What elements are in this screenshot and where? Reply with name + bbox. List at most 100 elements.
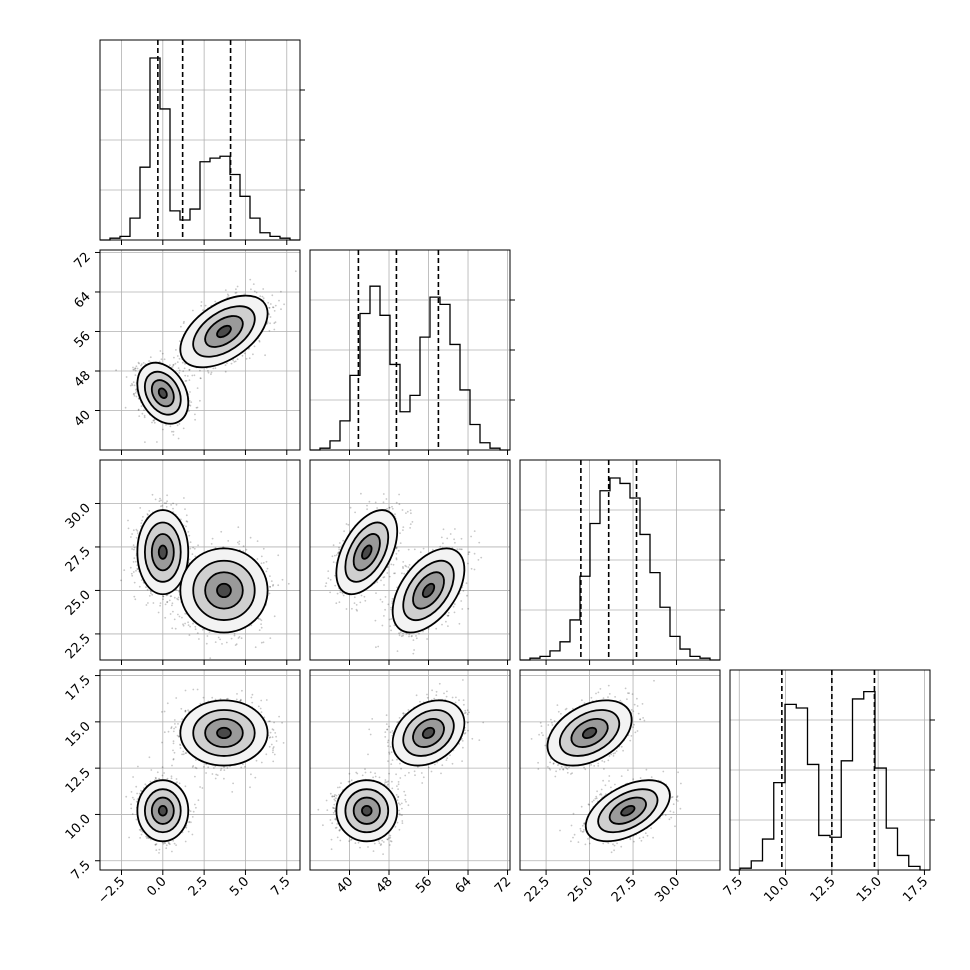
- sample-point: [133, 557, 136, 559]
- sample-point: [197, 544, 200, 547]
- sample-point: [132, 571, 135, 573]
- panel-frame: [309, 249, 511, 451]
- sample-point: [270, 580, 273, 582]
- sample-point: [212, 367, 215, 370]
- sample-point: [171, 604, 173, 607]
- sample-point: [210, 373, 212, 376]
- panel-frame: [519, 459, 721, 661]
- sample-point: [176, 361, 179, 363]
- panel-frame: [99, 249, 301, 451]
- sample-point: [133, 394, 136, 397]
- scatter-panel-content: [100, 460, 300, 660]
- sample-point: [173, 356, 175, 359]
- sample-point: [199, 377, 202, 380]
- sample-point: [233, 361, 236, 363]
- sample-point: [272, 306, 274, 309]
- sample-point: [184, 622, 187, 625]
- sample-point: [172, 364, 175, 366]
- sample-point: [133, 368, 136, 371]
- sample-point: [192, 309, 194, 312]
- sample-point: [268, 307, 271, 309]
- sample-point: [187, 531, 190, 533]
- sample-point: [162, 595, 165, 598]
- sample-point: [194, 418, 197, 421]
- sample-point: [164, 603, 167, 606]
- sample-point: [133, 548, 135, 551]
- sample-point: [132, 366, 134, 369]
- sample-point: [171, 627, 174, 630]
- sample-point: [133, 595, 136, 598]
- sample-point: [143, 416, 146, 419]
- sample-point: [201, 628, 204, 631]
- sample-point: [147, 514, 149, 516]
- sample-point: [230, 637, 233, 640]
- sample-point: [181, 616, 183, 619]
- histogram-step-0: [100, 57, 300, 241]
- sample-point: [259, 295, 262, 298]
- sample-point: [262, 641, 265, 644]
- sample-point: [140, 579, 143, 581]
- sample-point: [172, 507, 174, 510]
- sample-point: [185, 525, 187, 528]
- sample-point: [199, 369, 201, 372]
- sample-point: [206, 635, 209, 637]
- sample-point: [177, 437, 180, 440]
- sample-point: [262, 562, 265, 564]
- sample-point: [269, 322, 271, 325]
- sample-point: [178, 615, 181, 618]
- sample-point: [189, 625, 192, 628]
- sample-point: [182, 322, 185, 324]
- sample-point: [166, 601, 169, 603]
- sample-point: [149, 356, 152, 359]
- sample-point: [237, 637, 240, 639]
- sample-point: [154, 498, 157, 501]
- sample-point: [132, 381, 135, 384]
- sample-point: [266, 322, 269, 325]
- sample-point: [132, 393, 135, 396]
- sample-point: [255, 291, 258, 294]
- sample-point: [237, 526, 240, 529]
- contour-line-3: [216, 324, 232, 339]
- sample-point: [182, 370, 185, 373]
- histogram-panel-2: [519, 459, 725, 661]
- sample-point: [173, 596, 176, 599]
- histogram-step-2: [520, 477, 720, 661]
- sample-point: [219, 638, 222, 641]
- sample-point: [260, 555, 263, 558]
- sample-point: [178, 340, 181, 342]
- sample-point: [177, 596, 180, 599]
- sample-point: [192, 546, 195, 549]
- sample-point: [189, 547, 192, 550]
- sample-point: [269, 586, 271, 588]
- sample-point: [172, 502, 175, 505]
- sample-point: [211, 537, 214, 540]
- sample-point: [249, 536, 252, 539]
- sample-point: [189, 391, 191, 393]
- sample-point: [188, 369, 191, 371]
- histogram-step-3: [730, 690, 930, 871]
- sample-point: [166, 494, 169, 497]
- sample-point: [191, 553, 194, 555]
- sample-point: [186, 375, 189, 377]
- sample-point: [253, 345, 256, 348]
- sample-point: [235, 288, 237, 291]
- sample-point: [176, 597, 179, 600]
- sample-point: [188, 379, 191, 381]
- sample-point: [272, 306, 275, 309]
- sample-point: [188, 558, 191, 561]
- sample-point: [169, 425, 172, 428]
- sample-point: [137, 409, 140, 411]
- sample-point: [234, 292, 237, 294]
- sample-point: [161, 504, 164, 507]
- sample-point: [134, 367, 137, 370]
- sample-point: [234, 360, 237, 363]
- sample-point: [166, 601, 169, 604]
- sample-point: [125, 376, 128, 378]
- sample-point: [148, 510, 151, 512]
- sample-point: [196, 632, 199, 634]
- sample-point: [138, 585, 141, 588]
- sample-point: [245, 357, 248, 360]
- contour-line-0: [136, 361, 190, 425]
- sample-point: [159, 497, 161, 500]
- contour-line-1: [192, 305, 256, 358]
